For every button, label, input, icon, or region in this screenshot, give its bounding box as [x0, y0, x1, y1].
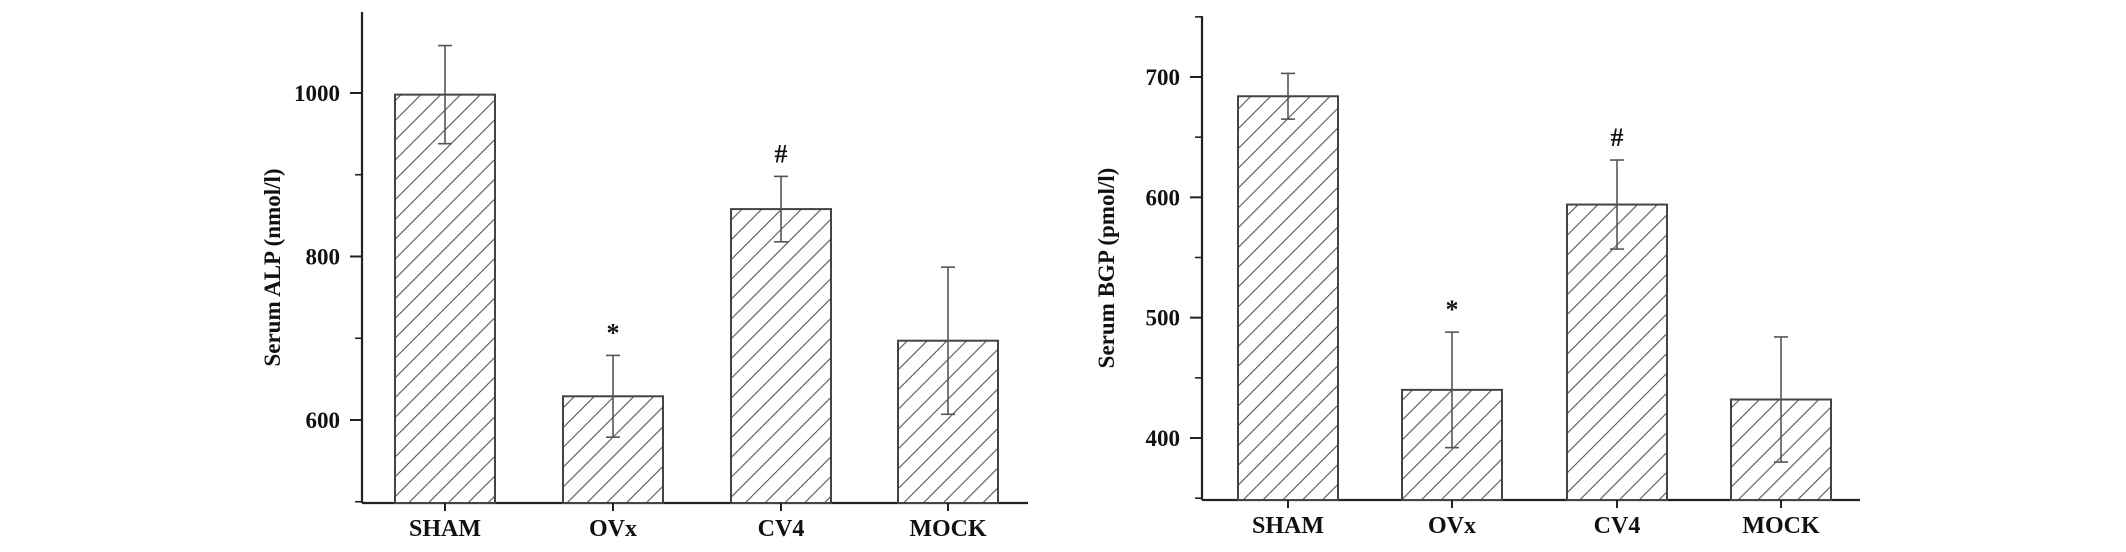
y-axis-title: Serum BGP (pmol/l): [1094, 168, 1119, 369]
alp-chart: 600 800 1000 Serum ALP (nmol/l) SHAM * OVx # CV4…: [260, 12, 1028, 542]
significance-asterisk: *: [1446, 295, 1459, 324]
significance-asterisk: *: [607, 318, 620, 347]
y-tick-label: 1000: [294, 81, 340, 106]
bar-sham: [394, 93, 496, 504]
bar-sham: [1237, 95, 1339, 502]
y-tick-label: 600: [306, 408, 341, 433]
bar-cv4: [730, 208, 832, 505]
y-tick-label: 600: [1146, 185, 1181, 210]
x-tick-label: SHAM: [1252, 513, 1324, 539]
x-tick-label: CV4: [758, 516, 805, 542]
x-tick-label: SHAM: [409, 516, 481, 542]
y-tick-label: 500: [1146, 306, 1181, 331]
significance-hash: #: [775, 139, 788, 168]
x-tick-label: MOCK: [909, 516, 987, 542]
x-tick-label: MOCK: [1742, 513, 1820, 539]
y-tick-label: 800: [306, 245, 341, 270]
x-tick-label: OVx: [589, 516, 637, 542]
y-axis-title: Serum ALP (nmol/l): [260, 168, 285, 366]
y-tick-label: 700: [1146, 65, 1181, 90]
significance-hash: #: [1611, 123, 1624, 152]
x-tick-label: CV4: [1594, 513, 1641, 539]
bgp-chart: 400 500 600 700 Serum BGP (pmol/l) SHAM * OVx # C…: [1094, 16, 1860, 539]
x-tick-label: OVx: [1428, 513, 1476, 539]
y-tick-label: 400: [1146, 426, 1181, 451]
